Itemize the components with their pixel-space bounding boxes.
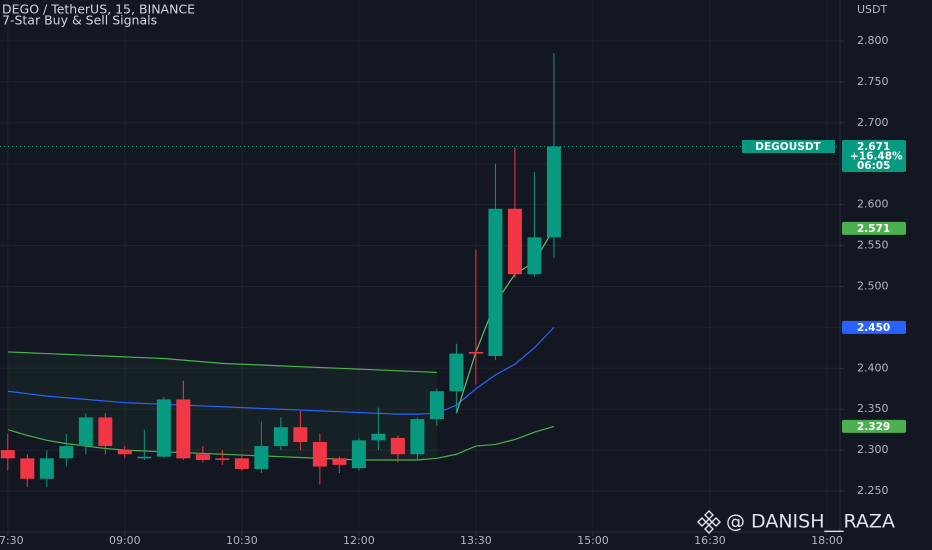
candle-body: [468, 351, 483, 354]
candle-body: [195, 454, 210, 460]
price-tag: [842, 320, 906, 334]
last-price-label: 2.671: [857, 141, 890, 153]
candle-body: [98, 417, 113, 447]
x-tick-label: 10:30: [226, 534, 258, 547]
candle-body: [20, 458, 35, 479]
band-fill: [7, 351, 437, 460]
candle-body: [215, 458, 230, 460]
indicator-line: [7, 351, 437, 373]
candle-body: [254, 446, 269, 469]
price-tag-label: 2.450: [857, 322, 890, 334]
y-tick-label: 2.800: [857, 34, 889, 47]
symbol-tag: [742, 140, 835, 154]
watermark: @ DANISH__RAZA: [726, 511, 895, 533]
chart-title: DEGO / TetherUS, 15, BINANCE: [2, 2, 195, 17]
y-tick-label: 2.400: [857, 361, 889, 374]
candle-body: [156, 399, 171, 457]
price-tag-label: 2.571: [857, 223, 890, 235]
price-tag: [842, 419, 906, 433]
y-tick-label: 2.350: [857, 402, 889, 415]
plot: [0, 53, 840, 487]
x-tick-label: 13:30: [460, 534, 492, 547]
candle-body: [332, 458, 347, 465]
candle-body: [39, 458, 54, 479]
y-tick-label: 2.600: [857, 198, 889, 211]
countdown-label: 06:05: [857, 160, 890, 172]
candle-body: [546, 146, 561, 238]
candle-body: [371, 433, 386, 441]
indicator-line: [7, 326, 555, 415]
candle-body: [410, 419, 425, 455]
y-tick-label: 2.550: [857, 239, 889, 252]
candle-body: [449, 353, 464, 392]
x-tick-label: 16:30: [694, 534, 726, 547]
y-tick-label: 2.300: [857, 443, 889, 456]
candle-body: [293, 427, 308, 442]
symbol-tag-label: DEGOUSDT: [755, 141, 821, 153]
y-tick-label: 2.750: [857, 75, 889, 88]
x-tick-label: 18:00: [811, 534, 843, 547]
candle-body: [273, 427, 288, 447]
y-tick-label: 2.250: [857, 484, 889, 497]
candle-body: [488, 208, 503, 357]
indicator-line: [7, 425, 555, 461]
last-price-tag: [842, 140, 906, 173]
x-tick-label: 15:00: [577, 534, 609, 547]
x-tick-label: 07:30: [0, 534, 24, 547]
candle-body: [234, 458, 249, 469]
candle-body: [59, 446, 74, 459]
price-tag-label: 2.329: [857, 421, 890, 433]
price-tag: [842, 221, 906, 235]
candle-body: [507, 208, 522, 275]
indicator-name: 7-Star Buy & Sell Signals: [2, 13, 157, 28]
candle-body: [78, 417, 93, 447]
change-label: +16.48%: [850, 151, 903, 163]
candle-body: [527, 237, 542, 275]
candle-body: [117, 450, 132, 455]
y-tick-label: 2.500: [857, 279, 889, 292]
y-axis-label: USDT: [857, 3, 888, 16]
grid: [0, 0, 840, 532]
axes: 2.250 2.300 2.350 2.400 2.450 2.500 2.550 2.600…: [0, 34, 906, 547]
y-tick-label: 2.700: [857, 116, 889, 129]
candle-body: [351, 440, 366, 469]
candle-body: [429, 391, 444, 420]
x-tick-label: 12:00: [343, 534, 375, 547]
candle-body: [137, 456, 152, 459]
candle-body: [176, 399, 191, 459]
candle-body: [312, 441, 327, 467]
watermark-icon: [697, 510, 721, 534]
x-tick-label: 09:00: [109, 534, 141, 547]
candle-body: [390, 437, 405, 455]
candle-body: [0, 450, 15, 459]
